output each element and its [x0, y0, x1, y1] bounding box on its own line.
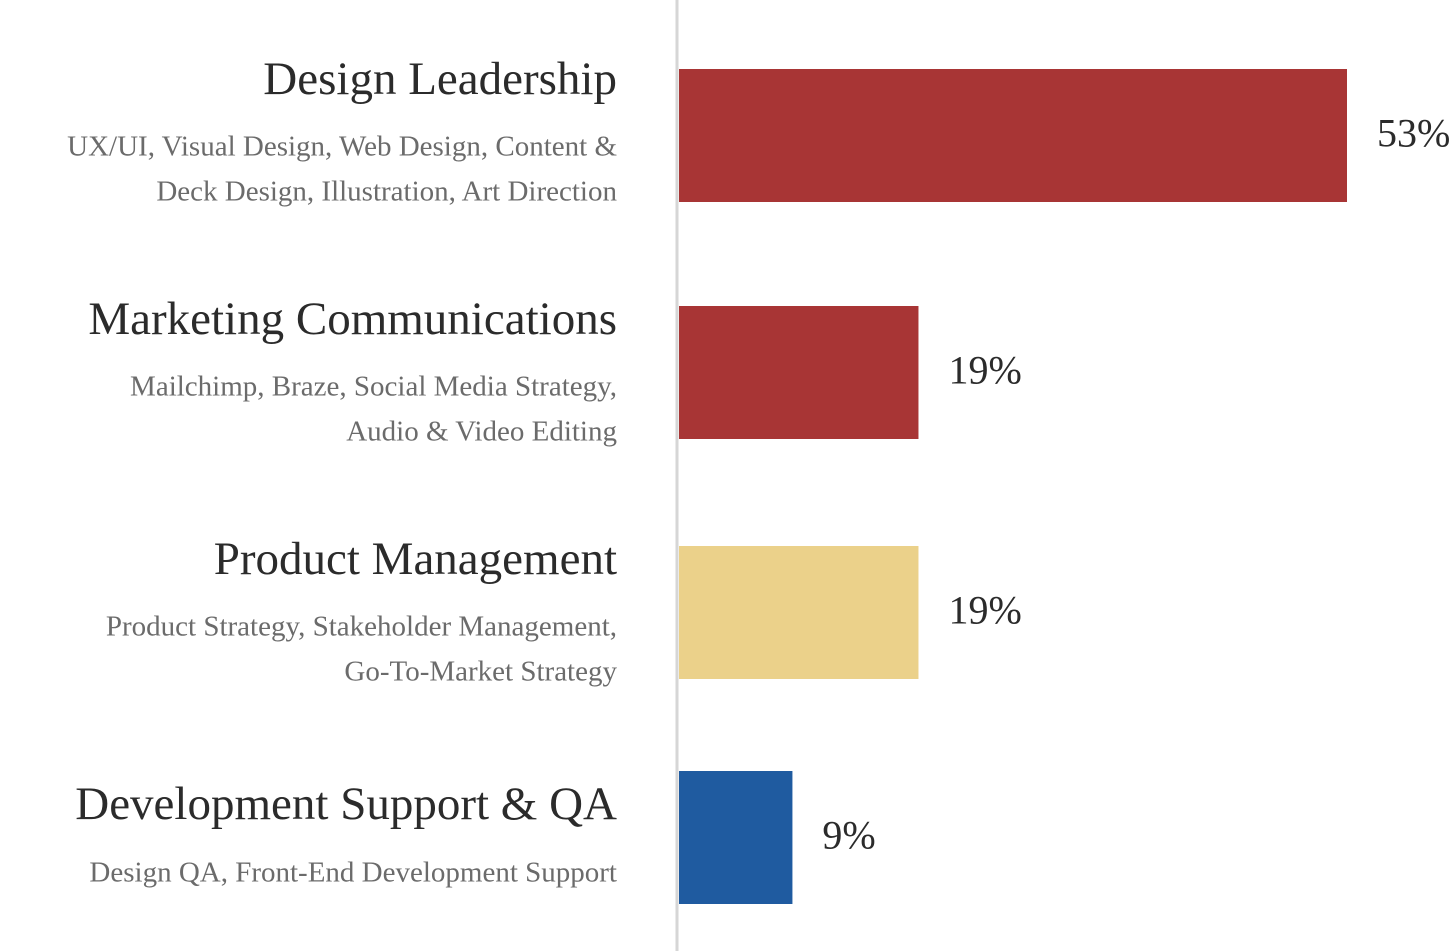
category-detail: Deck Design, Illustration, Art Direction [156, 176, 617, 208]
category-detail: Design QA, Front-End Development Support [89, 857, 617, 889]
bar [679, 771, 793, 904]
category-title: Design Leadership [263, 53, 617, 105]
category-detail: Mailchimp, Braze, Social Media Strategy, [130, 371, 617, 403]
bar [679, 69, 1347, 202]
bar [679, 306, 919, 439]
category-title: Marketing Communications [88, 293, 617, 345]
bar [679, 546, 919, 679]
category-detail: Audio & Video Editing [346, 416, 617, 448]
category-title: Product Management [214, 533, 617, 585]
value-label: 19% [948, 348, 1021, 393]
category-detail: UX/UI, Visual Design, Web Design, Conten… [67, 131, 617, 163]
value-label: 9% [822, 813, 875, 858]
category-detail: Product Strategy, Stakeholder Management… [106, 611, 617, 643]
value-label: 19% [948, 588, 1021, 633]
category-detail: Go-To-Market Strategy [344, 656, 617, 688]
value-label: 53% [1377, 111, 1450, 156]
category-title: Development Support & QA [75, 778, 617, 830]
